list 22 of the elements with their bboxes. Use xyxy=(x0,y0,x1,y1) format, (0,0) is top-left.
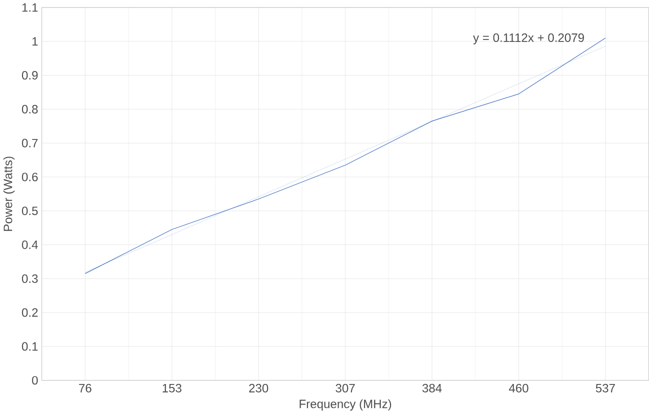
x-tick-label: 153 xyxy=(162,384,182,392)
y-tick-label: 0 xyxy=(32,376,38,385)
x-axis-title: Frequency (MHz) xyxy=(300,399,392,411)
x-tick-label: 384 xyxy=(422,384,442,392)
y-tick-label: 0.5 xyxy=(22,206,38,216)
y-axis-title: Power (Watts) xyxy=(3,156,15,231)
y-tick-label: 1 xyxy=(32,37,38,46)
x-tick-label: 307 xyxy=(336,384,355,392)
x-tick-label: 230 xyxy=(249,384,268,392)
x-tick-label: 76 xyxy=(79,384,92,392)
y-tick-label: 0.1 xyxy=(22,342,38,351)
y-tick-label: 0.7 xyxy=(22,138,38,148)
x-tick-label: 460 xyxy=(508,384,528,392)
y-tick-label: 0.4 xyxy=(22,240,38,250)
x-tick-label: 537 xyxy=(596,384,615,392)
y-tick-label: 0.8 xyxy=(22,104,38,114)
annotation: y = 0.1112x + 0.2079 xyxy=(473,33,584,44)
y-tick-label: 0.9 xyxy=(22,71,38,80)
y-tick-label: 1.1 xyxy=(22,3,38,12)
y-tick-label: 0.3 xyxy=(22,274,38,283)
y-tick-label: 0.2 xyxy=(22,308,38,317)
y-tick-label: 0.6 xyxy=(22,172,38,182)
